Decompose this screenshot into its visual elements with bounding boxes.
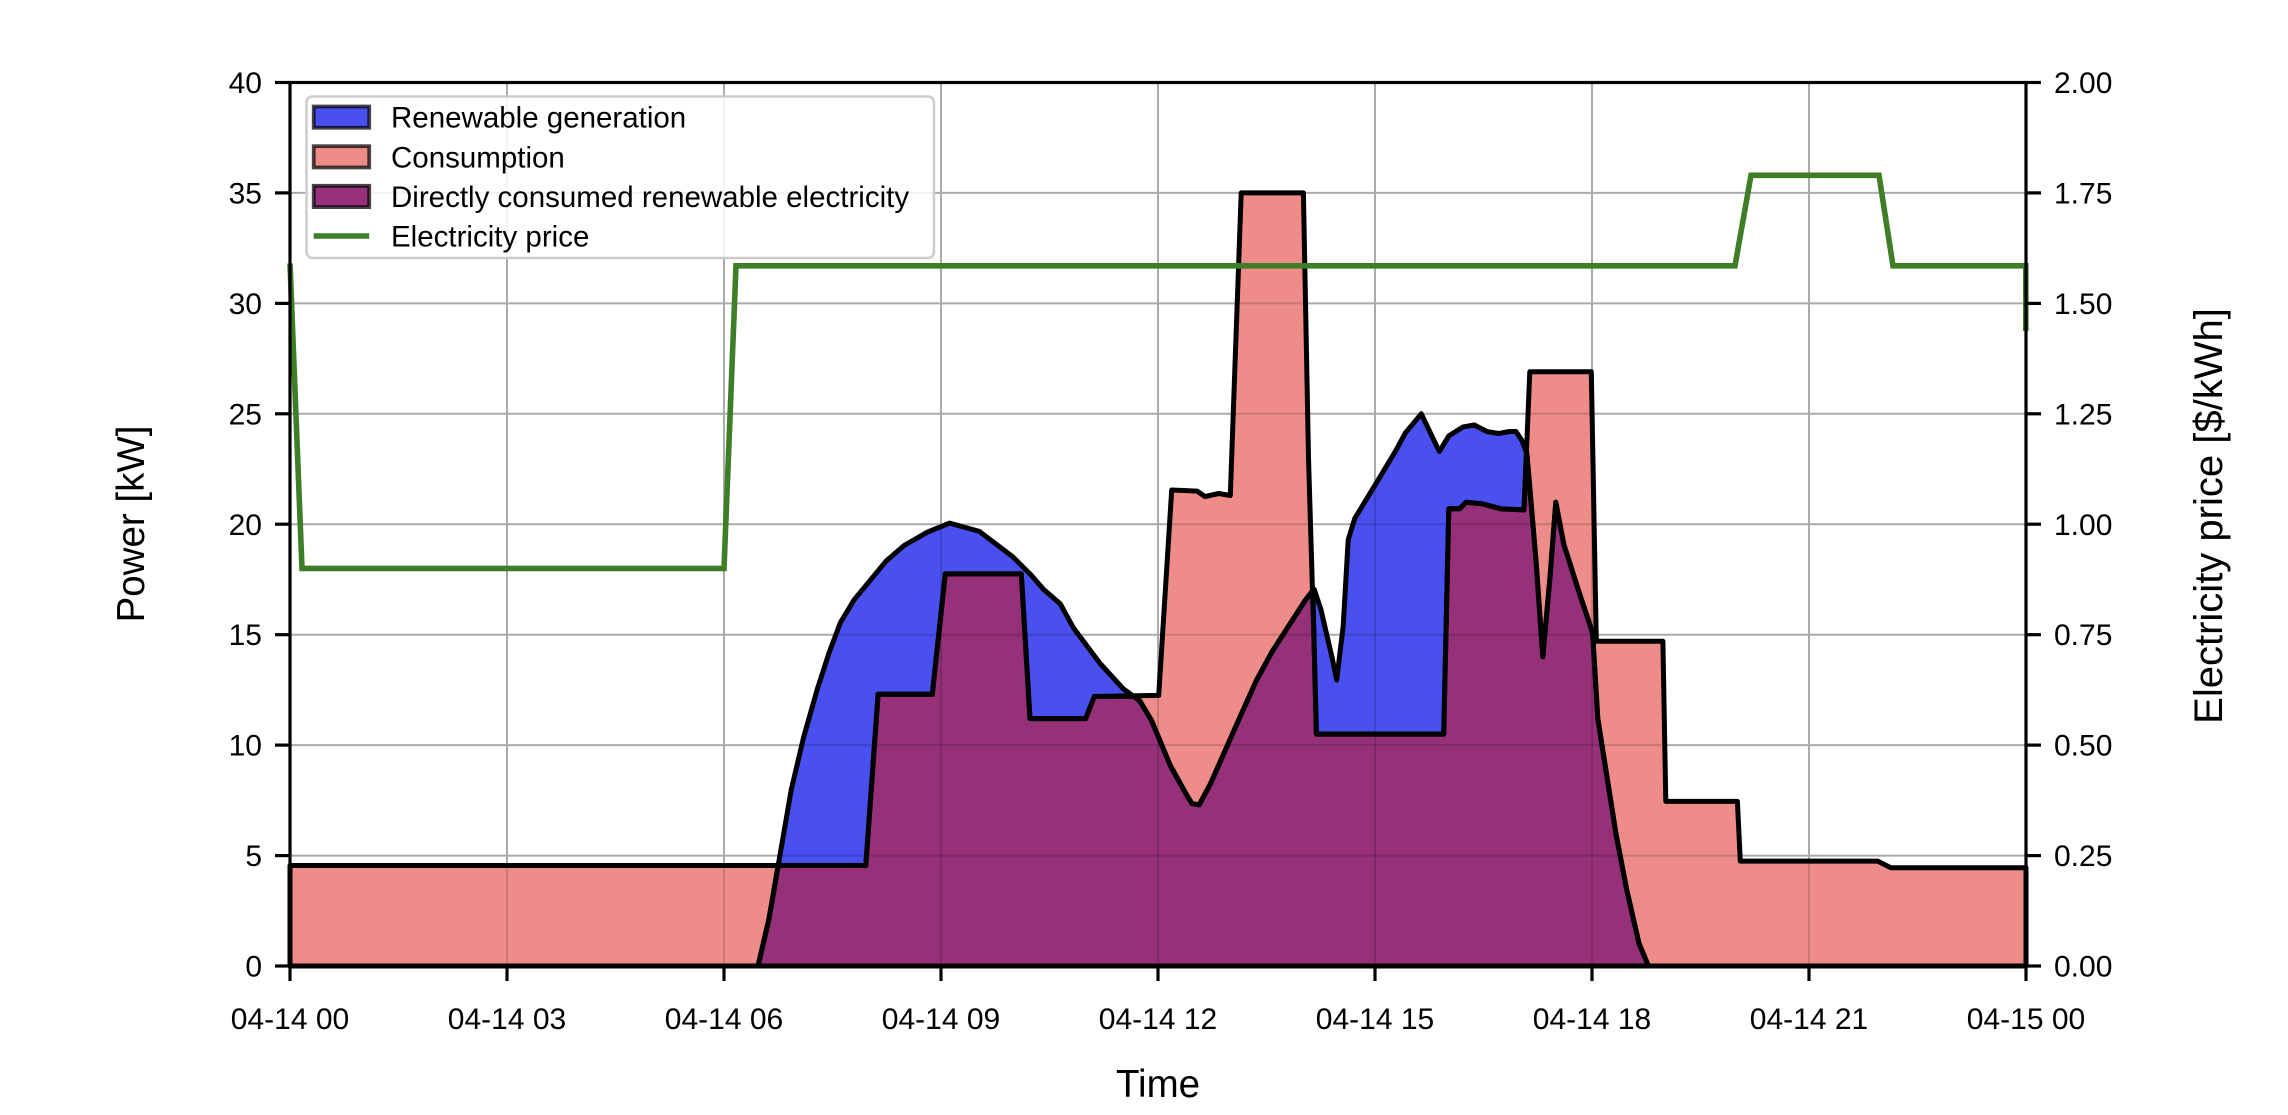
svg-text:04-14 12: 04-14 12 xyxy=(1099,1003,1217,1036)
svg-text:20: 20 xyxy=(229,509,262,542)
svg-text:0.00: 0.00 xyxy=(2054,951,2112,984)
svg-text:5: 5 xyxy=(245,840,262,873)
svg-text:04-14 06: 04-14 06 xyxy=(665,1003,783,1036)
svg-text:Consumption: Consumption xyxy=(391,141,565,174)
svg-text:1.75: 1.75 xyxy=(2054,177,2112,210)
svg-text:0.25: 0.25 xyxy=(2054,840,2112,873)
svg-text:40: 40 xyxy=(229,67,262,100)
svg-text:04-14 00: 04-14 00 xyxy=(231,1003,349,1036)
svg-text:04-14 21: 04-14 21 xyxy=(1750,1003,1868,1036)
svg-text:0.75: 0.75 xyxy=(2054,619,2112,652)
svg-text:Electricity price: Electricity price xyxy=(391,221,589,254)
svg-text:15: 15 xyxy=(229,619,262,652)
svg-text:04-14 09: 04-14 09 xyxy=(882,1003,1000,1036)
svg-text:35: 35 xyxy=(229,177,262,210)
svg-text:04-14 18: 04-14 18 xyxy=(1533,1003,1651,1036)
svg-text:Time: Time xyxy=(1116,1063,1200,1106)
svg-text:Directly consumed renewable el: Directly consumed renewable electricity xyxy=(391,181,909,214)
svg-text:Electricity price [$/kWh]: Electricity price [$/kWh] xyxy=(2187,308,2231,724)
svg-text:Renewable generation: Renewable generation xyxy=(391,102,686,135)
svg-text:10: 10 xyxy=(229,730,262,763)
svg-text:04-15 00: 04-15 00 xyxy=(1967,1003,2085,1036)
svg-text:Power [kW]: Power [kW] xyxy=(110,426,153,623)
svg-text:25: 25 xyxy=(229,398,262,431)
svg-text:1.00: 1.00 xyxy=(2054,509,2112,542)
svg-text:0: 0 xyxy=(245,951,262,984)
svg-text:30: 30 xyxy=(229,288,262,321)
svg-text:04-14 03: 04-14 03 xyxy=(448,1003,566,1036)
svg-text:04-14 15: 04-14 15 xyxy=(1316,1003,1434,1036)
svg-text:1.25: 1.25 xyxy=(2054,398,2112,431)
svg-text:2.00: 2.00 xyxy=(2054,67,2112,100)
svg-text:1.50: 1.50 xyxy=(2054,288,2112,321)
svg-text:0.50: 0.50 xyxy=(2054,730,2112,763)
